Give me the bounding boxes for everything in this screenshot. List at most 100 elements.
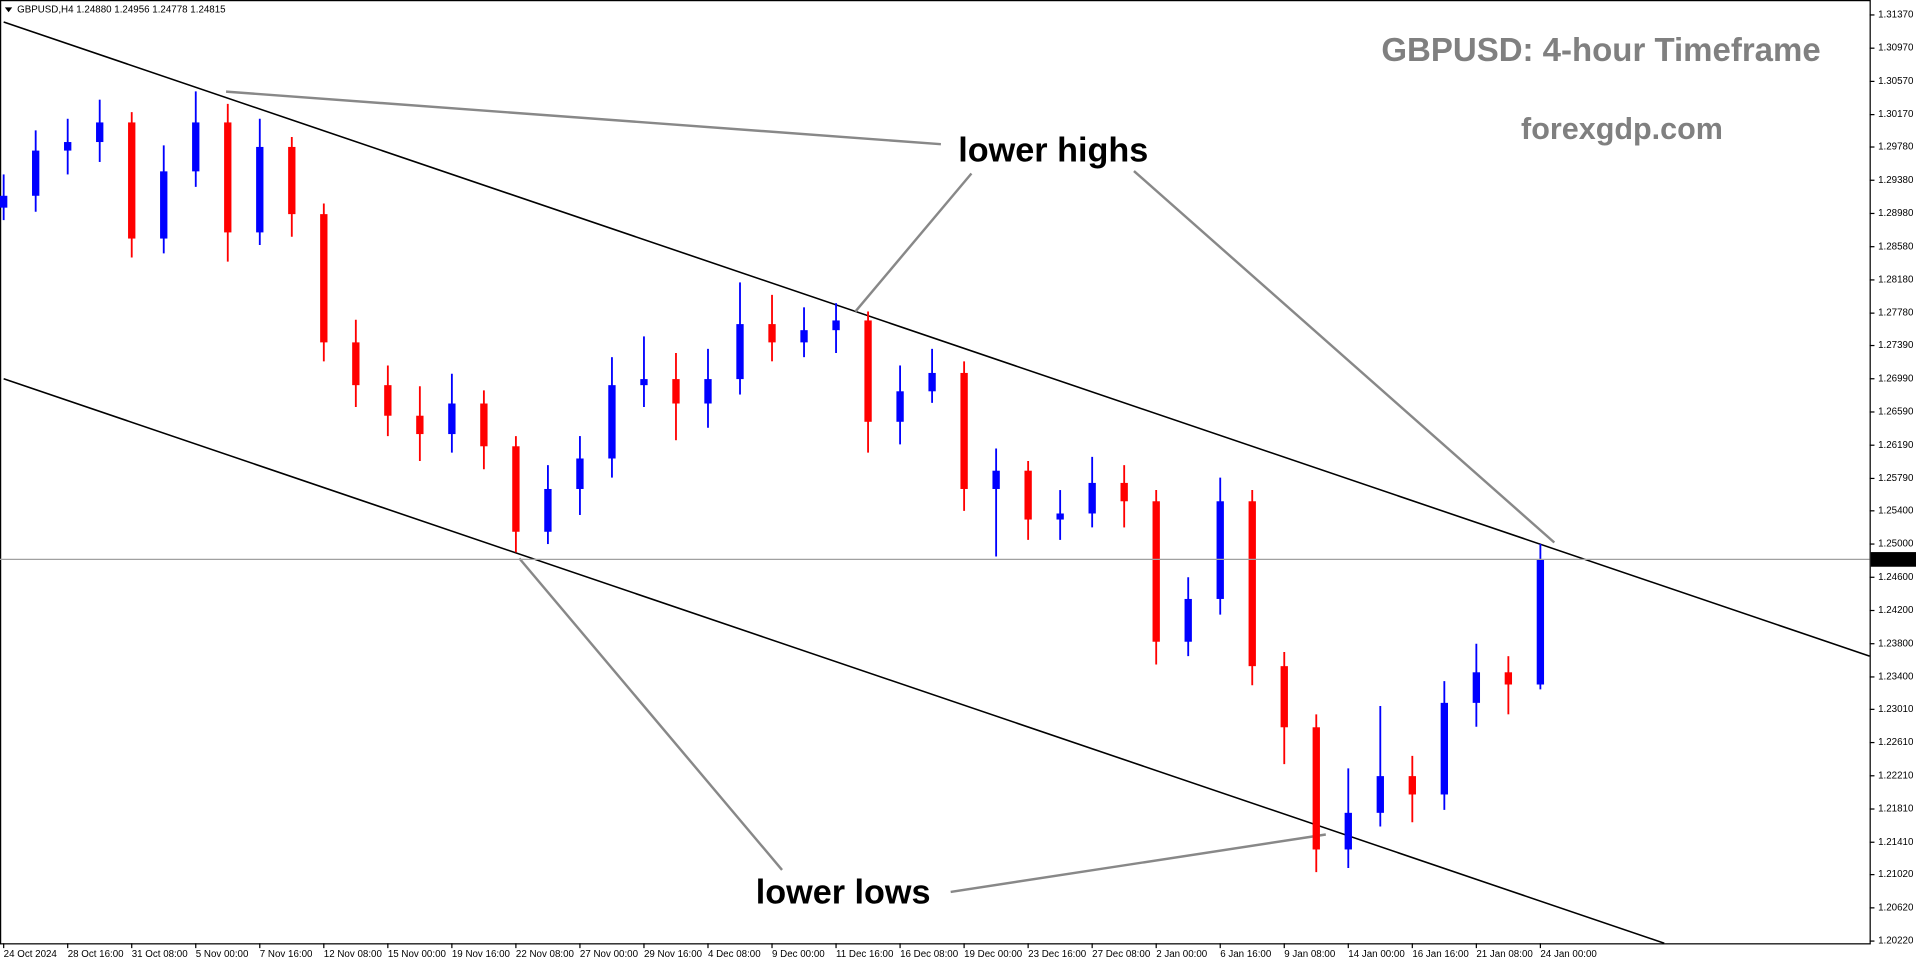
annotation: lower highs xyxy=(958,132,1148,170)
candle-body xyxy=(1216,501,1224,599)
candle-body xyxy=(608,385,616,459)
candle-body xyxy=(416,415,424,435)
candle-body xyxy=(1312,727,1320,850)
x-tick-label: 2 Jan 00:00 xyxy=(1156,949,1208,960)
candle-body xyxy=(352,342,360,386)
candle-body xyxy=(640,379,648,386)
candle-body xyxy=(1408,776,1416,795)
x-tick-label: 23 Dec 16:00 xyxy=(1028,949,1087,960)
y-tick-label: 1.25790 xyxy=(1878,473,1914,484)
y-tick-label: 1.21020 xyxy=(1878,869,1914,880)
y-tick-label: 1.30570 xyxy=(1878,76,1914,87)
x-tick-label: 11 Dec 16:00 xyxy=(836,949,894,960)
candle-body xyxy=(128,122,136,239)
candle-body xyxy=(320,214,328,343)
candle-body xyxy=(1088,482,1096,514)
candle-body xyxy=(1536,559,1545,685)
y-tick-label: 1.29780 xyxy=(1878,142,1914,153)
candle-body xyxy=(192,122,200,172)
candle-body xyxy=(448,403,456,435)
annotation: lower lows xyxy=(756,873,931,911)
chart-subtitle: forexgdp.com xyxy=(1521,112,1723,146)
x-tick-label: 14 Jan 00:00 xyxy=(1348,949,1405,960)
x-tick-label: 27 Nov 00:00 xyxy=(580,949,639,960)
x-tick-label: 16 Jan 16:00 xyxy=(1412,949,1469,960)
candle-body xyxy=(1056,513,1064,520)
candle-body xyxy=(1024,470,1032,520)
x-tick-label: 19 Dec 00:00 xyxy=(964,949,1023,960)
x-tick-label: 27 Dec 08:00 xyxy=(1092,949,1151,960)
candle-body xyxy=(288,146,296,215)
x-tick-label: 7 Nov 16:00 xyxy=(260,949,313,960)
candle-body xyxy=(576,458,584,489)
candle-body xyxy=(1152,501,1160,642)
symbol-icon xyxy=(4,7,13,13)
y-tick-label: 1.23800 xyxy=(1878,638,1914,649)
candle-body xyxy=(928,372,936,392)
candle-body xyxy=(384,385,392,416)
y-tick-label: 1.22610 xyxy=(1878,737,1914,748)
y-tick-label: 1.26190 xyxy=(1878,440,1914,451)
candle-body xyxy=(672,379,680,404)
x-tick-label: 22 Nov 08:00 xyxy=(516,949,575,960)
candle-body xyxy=(864,320,872,422)
plot-frame xyxy=(0,0,1871,945)
pointer-line xyxy=(950,833,1326,894)
lower-channel-line xyxy=(3,378,1665,944)
candle-body xyxy=(1472,672,1481,703)
candle-body xyxy=(800,330,808,343)
y-tick-label: 1.24200 xyxy=(1878,605,1914,616)
symbol-info: GBPUSD,H4 1.24880 1.24956 1.24778 1.2481… xyxy=(17,4,226,15)
x-tick-label: 16 Dec 08:00 xyxy=(900,949,959,960)
x-tick-label: 9 Dec 00:00 xyxy=(772,949,825,960)
y-tick-label: 1.28180 xyxy=(1878,274,1914,285)
upper-channel-line xyxy=(3,21,1870,657)
x-tick-label: 6 Jan 16:00 xyxy=(1220,949,1272,960)
x-tick-label: 28 Oct 16:00 xyxy=(68,949,124,960)
y-tick-label: 1.28580 xyxy=(1878,241,1914,252)
y-tick-label: 1.30970 xyxy=(1878,43,1914,54)
candle-body xyxy=(544,488,552,532)
pointer-line xyxy=(1133,170,1556,544)
candle-body xyxy=(992,470,1000,489)
x-tick-label: 29 Nov 16:00 xyxy=(644,949,703,960)
x-tick-label: 5 Nov 00:00 xyxy=(196,949,249,960)
y-tick-label: 1.23010 xyxy=(1878,704,1914,715)
candle-body xyxy=(736,324,744,380)
candle-body xyxy=(1280,666,1288,728)
last-price-box xyxy=(1870,552,1916,567)
x-tick-label: 4 Dec 08:00 xyxy=(708,949,761,960)
candle-body xyxy=(1120,482,1128,502)
y-tick-label: 1.23400 xyxy=(1878,672,1914,683)
y-tick-label: 1.26990 xyxy=(1878,373,1914,384)
candle-body xyxy=(832,320,840,331)
candle-body xyxy=(1504,672,1513,685)
y-tick-label: 1.20620 xyxy=(1878,902,1914,913)
candle-body xyxy=(1376,776,1384,813)
candle-body xyxy=(1344,812,1352,850)
candle-body xyxy=(1184,598,1192,642)
y-tick-label: 1.26590 xyxy=(1878,407,1914,418)
candle-body xyxy=(896,391,904,422)
y-tick-label: 1.21410 xyxy=(1878,837,1914,848)
candle-body xyxy=(704,379,712,404)
y-tick-label: 1.30170 xyxy=(1878,109,1914,120)
y-tick-label: 1.28980 xyxy=(1878,208,1914,219)
candle-body xyxy=(512,446,520,532)
pointer-line xyxy=(225,90,941,146)
candle-body xyxy=(224,122,232,233)
y-tick-label: 1.21810 xyxy=(1878,804,1914,815)
chart-title: GBPUSD: 4-hour Timeframe xyxy=(1381,31,1820,68)
x-tick-label: 31 Oct 08:00 xyxy=(132,949,188,960)
x-tick-label: 21 Jan 08:00 xyxy=(1476,949,1533,960)
pointer-line xyxy=(518,557,783,871)
candle-body xyxy=(0,195,8,208)
candle-body xyxy=(480,403,488,447)
candle-body xyxy=(1440,702,1448,795)
y-tick-label: 1.27780 xyxy=(1878,308,1914,319)
candle-body xyxy=(256,146,264,233)
last-price-label: 1.24815 xyxy=(1876,554,1912,565)
